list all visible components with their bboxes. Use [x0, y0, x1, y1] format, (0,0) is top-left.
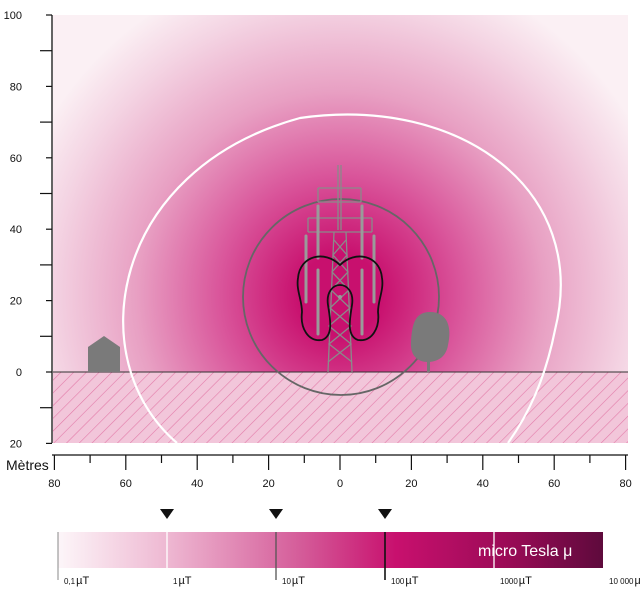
ground-area	[53, 371, 628, 443]
x-tick-label: 60	[120, 478, 132, 490]
y-tick-label: 40	[10, 224, 22, 236]
y-tick-label: 60	[10, 153, 22, 165]
y-tick-label: 80	[10, 81, 22, 93]
x-tick-label: 40	[191, 478, 203, 490]
legend-title: micro Tesla μ	[478, 543, 572, 560]
y-tick-label: 20	[10, 438, 22, 450]
legend-scale-label: 10µT	[282, 575, 305, 587]
legend-scale-label: 1000µT	[500, 575, 532, 587]
legend-color-bar	[58, 532, 603, 568]
outer-contour-white	[122, 113, 562, 444]
insulator-strings	[304, 204, 376, 336]
x-tick-label: 60	[548, 478, 560, 490]
house-icon	[88, 336, 120, 372]
legend-scale-label: 1µT	[173, 575, 192, 587]
y-tick-label: 100	[4, 10, 22, 22]
threshold-marker-icon	[160, 509, 174, 519]
center-point	[338, 295, 342, 299]
legend-scale-label: 0,1µT	[64, 575, 89, 587]
tree-icon	[410, 312, 450, 372]
x-tick-label: 20	[262, 478, 274, 490]
legend-scale-label: 100µT	[391, 575, 419, 587]
x-tick-label: 80	[619, 478, 631, 490]
x-tick-label: 0	[337, 478, 343, 490]
threshold-marker-icon	[269, 509, 283, 519]
x-tick-label: 20	[405, 478, 417, 490]
y-tick-label: 20	[10, 296, 22, 308]
threshold-marker-icon	[378, 509, 392, 519]
x-tick-label: 80	[48, 478, 60, 490]
x-axis-title: Mètres	[6, 457, 49, 473]
y-tick-label: 0	[16, 367, 22, 379]
legend: micro Tesla μ 0,1µT 1µT 10µT 100µT 1000µT 10 …	[57, 509, 640, 587]
legend-scale-label: 10 000µT	[609, 575, 640, 587]
x-tick-label: 40	[477, 478, 489, 490]
inner-contour-black	[296, 255, 384, 341]
